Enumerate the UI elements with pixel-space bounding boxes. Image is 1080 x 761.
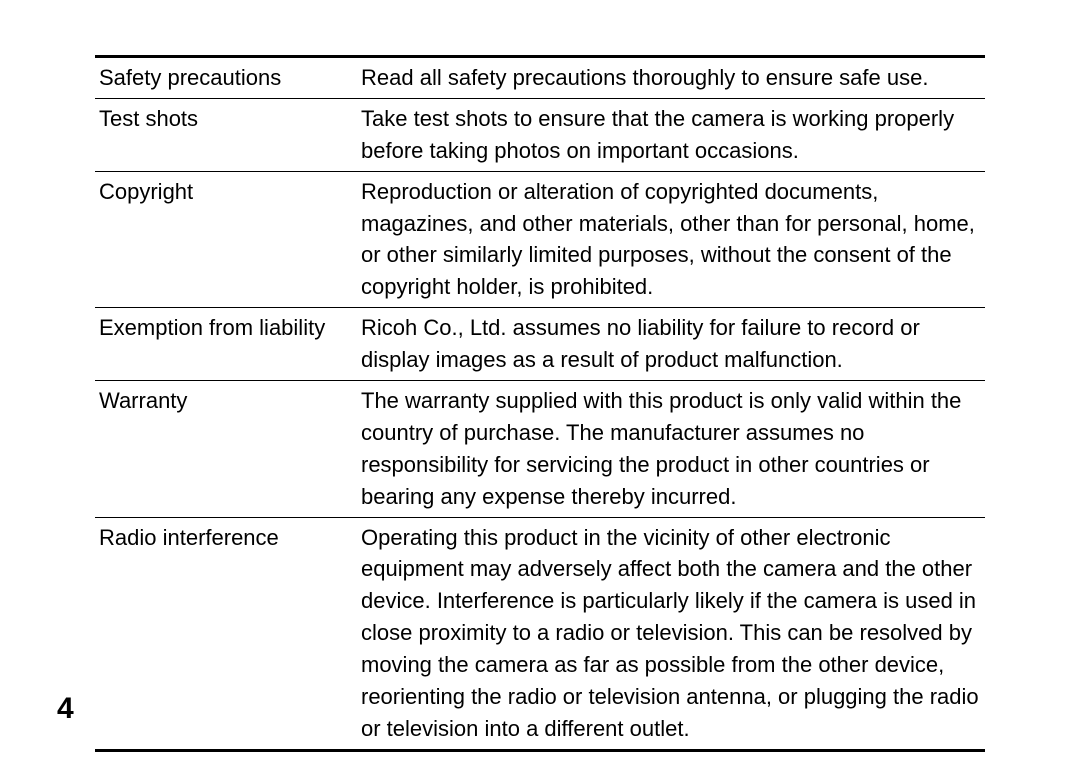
notice-desc: Ricoh Co., Ltd. assumes no liability for… xyxy=(357,308,985,381)
notice-label: Radio interference xyxy=(95,517,357,750)
notice-desc: Take test shots to ensure that the camer… xyxy=(357,98,985,171)
notice-desc: Read all safety precautions thoroughly t… xyxy=(357,57,985,99)
notice-desc: Reproduction or alteration of copyrighte… xyxy=(357,171,985,308)
notice-desc: Operating this product in the vicinity o… xyxy=(357,517,985,750)
manual-page: Safety precautions Read all safety preca… xyxy=(0,0,1080,761)
page-number: 4 xyxy=(57,692,74,726)
notice-label: Safety precautions xyxy=(95,57,357,99)
notice-label: Copyright xyxy=(95,171,357,308)
table-row: Copyright Reproduction or alteration of … xyxy=(95,171,985,308)
table-row: Test shots Take test shots to ensure tha… xyxy=(95,98,985,171)
notice-label: Test shots xyxy=(95,98,357,171)
notices-table: Safety precautions Read all safety preca… xyxy=(95,55,985,752)
notice-desc: The warranty supplied with this product … xyxy=(357,381,985,518)
table-row: Radio interference Operating this produc… xyxy=(95,517,985,750)
table-row: Exemption from liability Ricoh Co., Ltd.… xyxy=(95,308,985,381)
notice-label: Warranty xyxy=(95,381,357,518)
table-row: Warranty The warranty supplied with this… xyxy=(95,381,985,518)
notice-label: Exemption from liability xyxy=(95,308,357,381)
table-row: Safety precautions Read all safety preca… xyxy=(95,57,985,99)
